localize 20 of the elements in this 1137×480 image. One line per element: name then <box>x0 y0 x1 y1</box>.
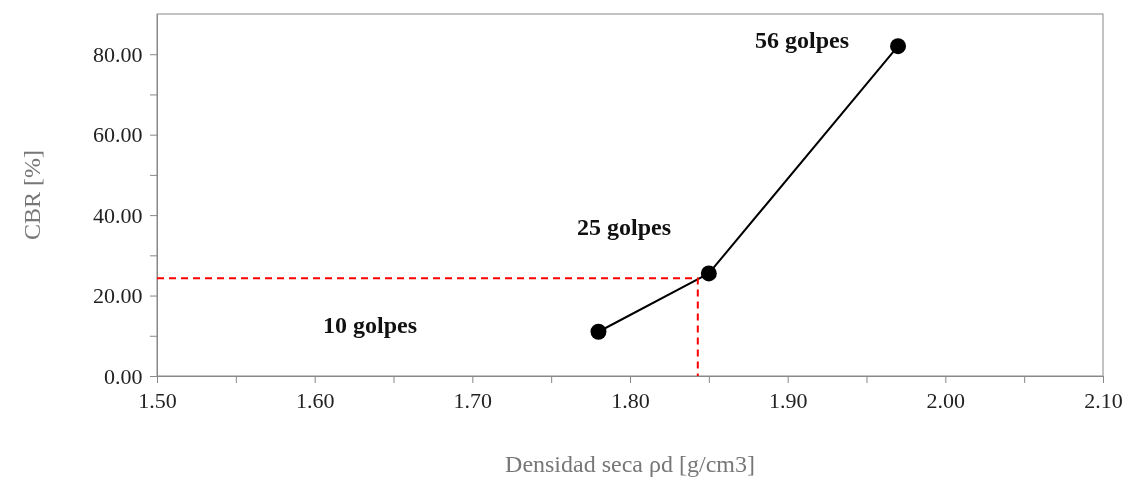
x-tick-label: 1.80 <box>611 388 650 413</box>
x-tick-label: 2.10 <box>1084 388 1123 413</box>
annotation: 56 golpes <box>754 26 850 53</box>
y-axis-title: CBR [%] <box>19 150 45 240</box>
x-tick-label: 1.70 <box>453 388 493 413</box>
x-tick-label: 1.60 <box>295 388 335 413</box>
x-tick-label: 2.00 <box>926 388 966 413</box>
point <box>890 38 907 55</box>
y-tick-label: 80.00 <box>93 41 143 67</box>
y-tick-label: 20.00 <box>93 283 143 309</box>
y-tick-label: 40.00 <box>93 202 143 228</box>
point <box>700 265 717 282</box>
y-tick-label: 0.00 <box>104 363 143 389</box>
x-axis-title: Densidad seca ρd [g/cm3] <box>505 451 755 477</box>
point <box>590 323 607 340</box>
x-tick-label: 1.50 <box>138 388 177 413</box>
annotation: 10 golpes <box>322 311 418 338</box>
y-tick-label: 60.00 <box>93 122 143 148</box>
x-tick-label: 1.90 <box>768 388 808 413</box>
annotation: 25 golpes <box>576 213 672 240</box>
